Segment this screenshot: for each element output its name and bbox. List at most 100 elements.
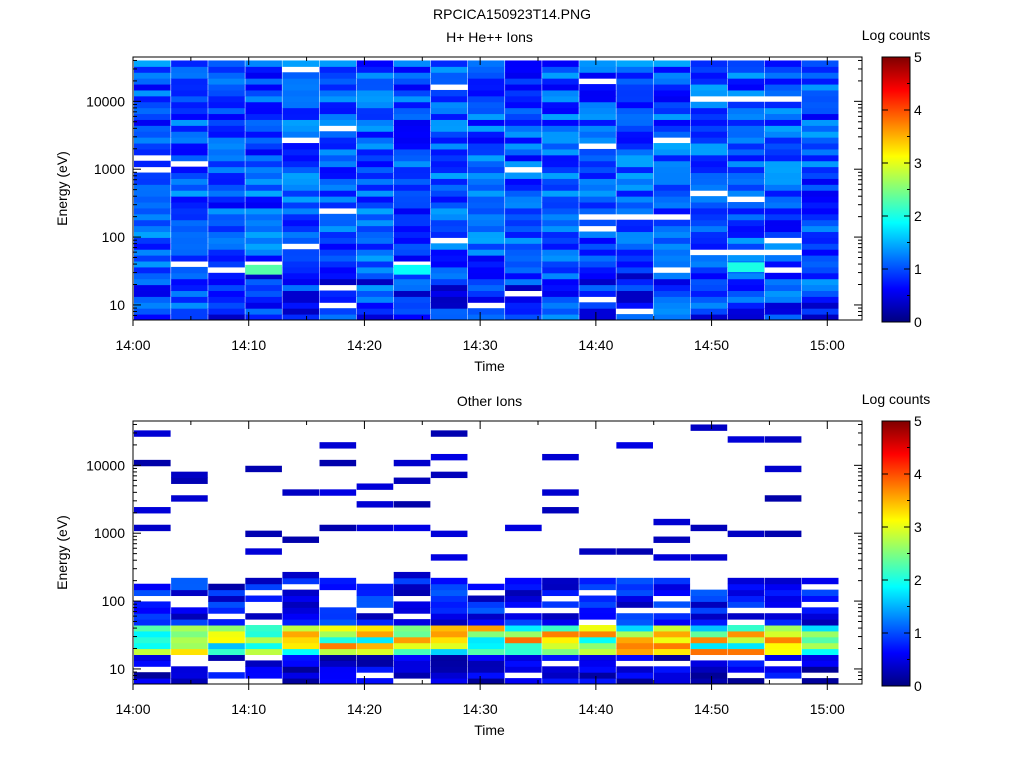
- heatmap-cell: [430, 589, 468, 597]
- heatmap-cell: [579, 284, 616, 292]
- heatmap-cell: [690, 107, 728, 115]
- heatmap-cell: [542, 261, 579, 268]
- heatmap-cell: [208, 672, 245, 679]
- heatmap-cell: [653, 78, 691, 85]
- heatmap-cell: [727, 154, 765, 162]
- heatmap-cell: [319, 261, 357, 268]
- heatmap-cell: [616, 284, 653, 292]
- heatmap-cell: [579, 125, 616, 132]
- heatmap-cell: [727, 89, 765, 97]
- heatmap-cell: [356, 219, 394, 227]
- heatmap-cell: [171, 207, 208, 215]
- heatmap-cell: [505, 154, 542, 162]
- heatmap-cell: [171, 290, 208, 297]
- heatmap-cell: [393, 243, 431, 250]
- heatmap-cell: [542, 278, 579, 286]
- heatmap-cell: [801, 154, 839, 162]
- heatmap-cell: [356, 583, 394, 591]
- heatmap-cell: [727, 84, 765, 91]
- heatmap-cell: [282, 237, 320, 244]
- heatmap-cell: [245, 577, 282, 585]
- heatmap-cell: [393, 72, 431, 79]
- heatmap-cell: [727, 314, 765, 321]
- heatmap-cell: [356, 595, 394, 602]
- heatmap-cell: [393, 648, 431, 656]
- heatmap-cell: [282, 595, 320, 602]
- heatmap-cell: [505, 583, 542, 591]
- heatmap-cell: [393, 184, 431, 191]
- heatmap-cell: [505, 296, 542, 303]
- heatmap-cell: [356, 255, 394, 262]
- heatmap-cell: [579, 666, 616, 673]
- heatmap-cell: [690, 314, 728, 321]
- heatmap-cell: [579, 237, 616, 244]
- heatmap-cell: [282, 178, 320, 185]
- heatmap-cell: [171, 625, 208, 632]
- colorbar-tick-label: 5: [914, 49, 922, 65]
- heatmap-cell: [764, 231, 802, 238]
- heatmap-cell: [467, 160, 505, 168]
- heatmap-cell: [356, 225, 394, 233]
- heatmap-cell: [579, 84, 616, 91]
- heatmap-cell: [282, 101, 320, 109]
- heatmap-cell: [653, 636, 691, 644]
- heatmap-cell: [356, 143, 394, 150]
- heatmap-cell: [764, 148, 802, 156]
- heatmap-cell: [171, 678, 208, 685]
- heatmap-cell: [542, 196, 579, 203]
- heatmap-cell: [542, 308, 579, 315]
- heatmap-cell: [430, 430, 468, 437]
- heatmap-cell: [282, 613, 320, 620]
- heatmap-cell: [356, 237, 394, 244]
- heatmap-cell: [171, 630, 208, 638]
- heatmap-cell: [356, 630, 394, 638]
- heatmap-cell: [134, 178, 171, 185]
- heatmap-cell: [764, 119, 802, 126]
- heatmap-cell: [505, 148, 542, 156]
- heatmap-cell: [393, 459, 431, 467]
- heatmap-cell: [616, 66, 653, 73]
- heatmap-cell: [134, 678, 171, 685]
- heatmap-cell: [245, 101, 282, 109]
- heatmap-cell: [319, 648, 357, 656]
- heatmap-cell: [764, 642, 802, 650]
- colorbar-tick-label: 0: [914, 678, 922, 694]
- heatmap-cell: [356, 160, 394, 168]
- heatmap-cell: [319, 89, 357, 97]
- heatmap-cell: [653, 101, 691, 109]
- heatmap-cell: [801, 66, 839, 73]
- heatmap-cell: [690, 607, 728, 614]
- x-tick-label: 14:10: [231, 701, 266, 717]
- heatmap-cell: [505, 160, 542, 168]
- heatmap-cell: [319, 636, 357, 644]
- heatmap-cell: [616, 113, 653, 120]
- heatmap-cell: [245, 272, 282, 280]
- heatmap-cell: [579, 654, 616, 661]
- heatmap-cell: [467, 237, 505, 244]
- heatmap-cell: [542, 190, 579, 197]
- heatmap-cell: [319, 190, 357, 197]
- heatmap-cell: [393, 160, 431, 168]
- heatmap-cell: [653, 302, 691, 309]
- heatmap-cell: [319, 524, 357, 532]
- heatmap-cell: [542, 72, 579, 79]
- y-axis-label: Energy (eV): [54, 515, 70, 590]
- heatmap-cell: [282, 131, 320, 138]
- colorbar: [881, 420, 911, 687]
- heatmap-cell: [764, 184, 802, 191]
- heatmap-cell: [616, 190, 653, 197]
- heatmap-cell: [542, 207, 579, 215]
- heatmap-cell: [542, 619, 579, 626]
- heatmap-cell: [801, 148, 839, 156]
- heatmap-cell: [319, 642, 357, 650]
- heatmap-cell: [727, 284, 765, 292]
- heatmap-cell: [616, 589, 653, 597]
- heatmap-cell: [356, 166, 394, 174]
- heatmap-cell: [616, 249, 653, 256]
- heatmap-cell: [171, 148, 208, 156]
- heatmap-cell: [208, 89, 245, 97]
- heatmap-cell: [171, 314, 208, 321]
- heatmap-cell: [208, 154, 245, 162]
- heatmap-cell: [579, 196, 616, 203]
- heatmap-cell: [690, 660, 728, 667]
